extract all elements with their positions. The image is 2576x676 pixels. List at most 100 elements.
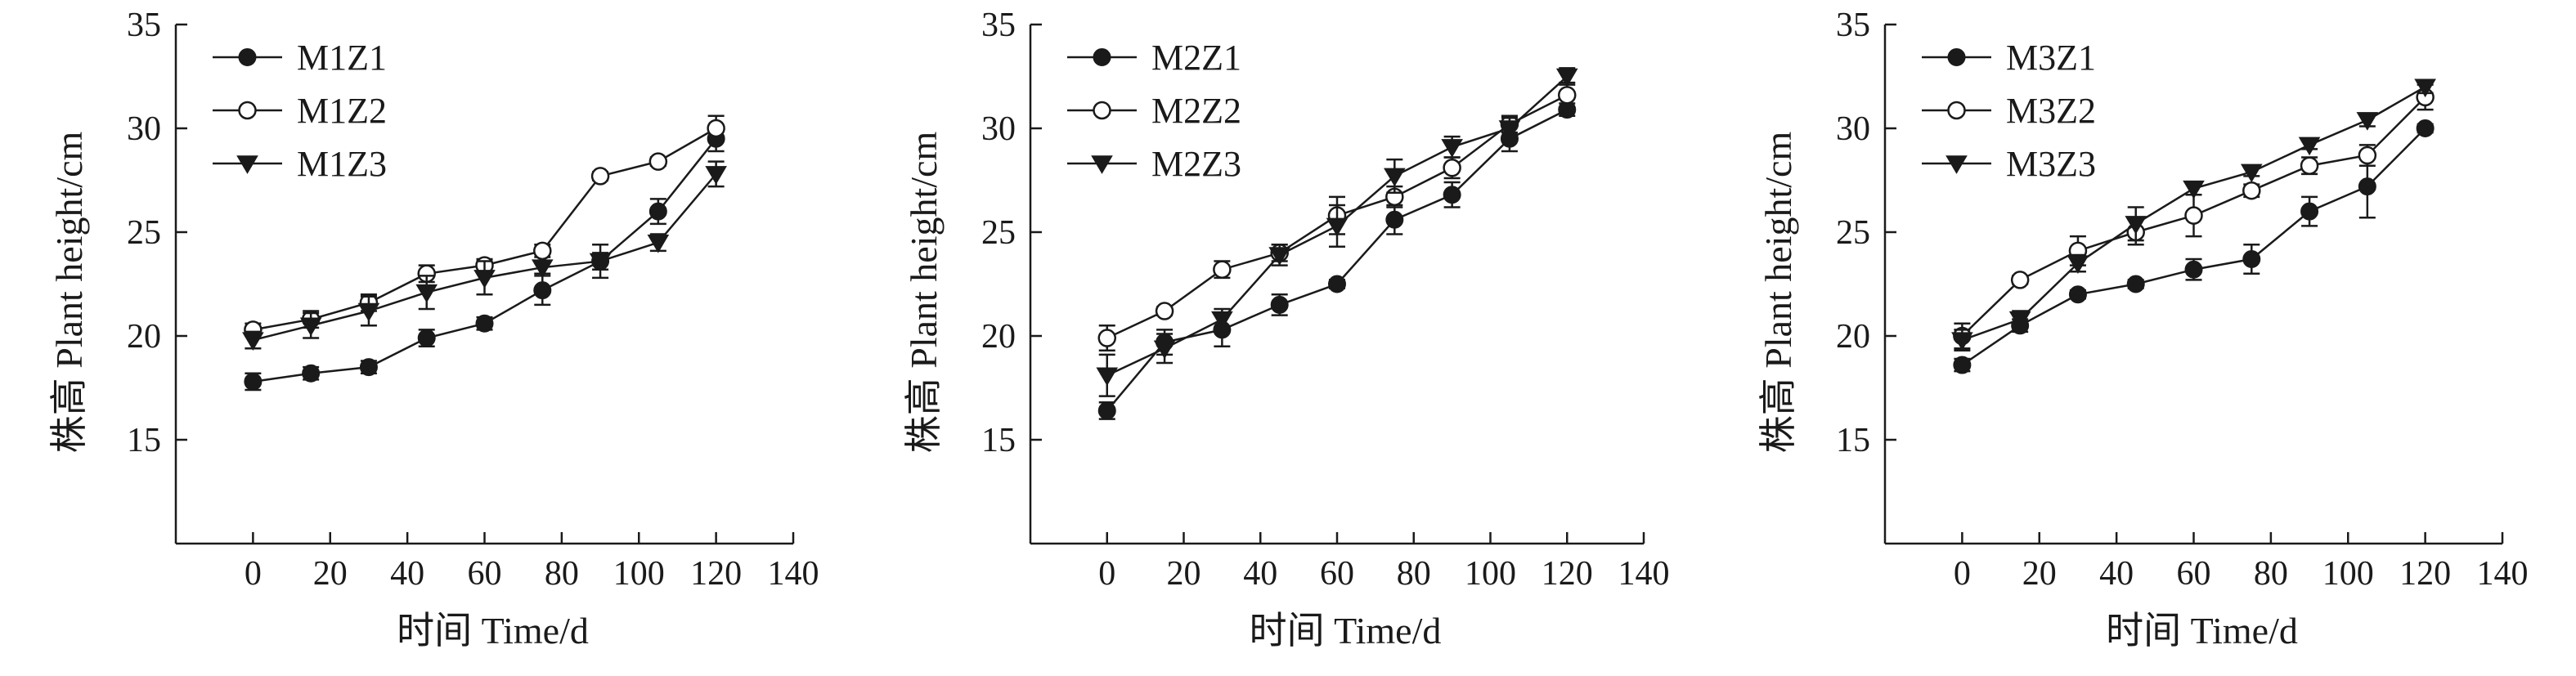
x-tick-label: 20 — [1167, 555, 1201, 593]
y-tick-label: 20 — [981, 318, 1016, 356]
data-point — [2184, 260, 2203, 279]
legend-label: M2Z1 — [1151, 38, 1241, 78]
y-axis-label: 株高 Plant height/cm — [903, 132, 945, 454]
data-point — [533, 241, 552, 261]
y-tick-label: 30 — [127, 110, 161, 148]
legend-marker — [238, 101, 257, 120]
data-point — [1268, 247, 1290, 266]
legend-label: M2Z3 — [1151, 144, 1241, 184]
data-point — [1328, 275, 1346, 293]
x-axis-label: 时间 Time/d — [1250, 610, 1442, 651]
legend-marker — [1093, 48, 1111, 66]
legend-marker — [1947, 101, 1966, 120]
legend: M3Z1 M3Z2 M3Z3 — [1922, 38, 2096, 184]
data-point — [705, 166, 727, 185]
legend-marker — [236, 155, 258, 174]
data-point — [1443, 186, 1461, 204]
data-point — [2067, 255, 2089, 274]
legend-marker — [1091, 155, 1113, 174]
series-M1Z3 — [242, 160, 727, 351]
data-point — [589, 253, 612, 272]
data-point — [475, 314, 494, 333]
x-tick-label: 40 — [1243, 555, 1277, 593]
data-point — [1097, 329, 1116, 347]
data-point — [1951, 332, 1973, 351]
data-point — [648, 202, 667, 221]
legend-label: M3Z1 — [2006, 38, 2096, 78]
chart-panel-1: 15 20 25 30 35 0 20 40 60 80 100 120 140 时间 Time/d 株高 … — [48, 7, 819, 651]
series-M2Z3 — [1096, 67, 1578, 397]
y-tick-label: 35 — [1836, 7, 1870, 44]
x-tick-label: 140 — [1618, 555, 1670, 593]
data-point — [2068, 285, 2087, 304]
data-point — [415, 284, 438, 303]
data-point — [707, 119, 725, 138]
data-point — [1211, 311, 1233, 330]
x-tick-label: 80 — [545, 555, 579, 593]
data-point — [302, 364, 321, 383]
x-tick-label: 120 — [1542, 555, 1593, 593]
x-axis-label: 时间 Time/d — [397, 610, 589, 651]
y-tick-label: 20 — [1836, 318, 1870, 356]
data-point — [359, 358, 378, 377]
data-point — [2298, 137, 2321, 156]
x-tick-label: 20 — [313, 555, 348, 593]
legend-label: M3Z2 — [2006, 91, 2096, 131]
x-tick-label: 120 — [2399, 555, 2451, 593]
x-tick-label: 80 — [1397, 555, 1431, 593]
x-tick-label: 100 — [613, 555, 665, 593]
chart-panel-3: 15 20 25 30 35 0 20 40 60 80 100 120 140 时间 Time/d 株高 … — [1757, 7, 2529, 651]
y-tick-label: 15 — [1836, 422, 1870, 459]
y-tick-label: 35 — [981, 7, 1016, 44]
data-point — [1155, 302, 1174, 320]
data-point — [2008, 311, 2031, 330]
x-tick-label: 60 — [468, 555, 502, 593]
x-axis-label: 时间 Time/d — [2106, 610, 2298, 651]
x-tick-label: 100 — [1465, 555, 1516, 593]
data-point — [1385, 210, 1404, 229]
y-axis-label: 株高 Plant height/cm — [1757, 132, 1799, 454]
data-point — [590, 167, 610, 186]
data-point — [648, 152, 668, 171]
x-tick-label: 0 — [1098, 555, 1115, 593]
data-point — [473, 270, 496, 289]
y-tick-label: 35 — [127, 7, 161, 44]
data-point — [2126, 275, 2145, 293]
y-tick-label: 25 — [1836, 214, 1870, 252]
data-point — [1097, 401, 1116, 420]
data-point — [2125, 216, 2147, 235]
legend-marker — [1093, 101, 1111, 120]
data-point — [1384, 168, 1406, 187]
x-tick-label: 100 — [2322, 555, 2374, 593]
data-point — [2300, 156, 2319, 175]
x-tick-label: 140 — [768, 555, 819, 593]
data-point — [2010, 271, 2030, 289]
legend-label: M1Z1 — [297, 38, 387, 78]
data-point — [1555, 68, 1578, 87]
y-tick-label: 20 — [127, 318, 161, 356]
y-tick-label: 15 — [127, 422, 161, 459]
y-tick-label: 25 — [981, 214, 1016, 252]
legend-marker — [1945, 155, 1968, 174]
y-axis-label: 株高 Plant height/cm — [48, 132, 90, 454]
data-point — [2358, 145, 2377, 165]
legend: M2Z1 M2Z2 M2Z3 — [1067, 38, 1241, 184]
series-M3Z3 — [1951, 78, 2436, 352]
data-point — [1443, 159, 1461, 177]
data-point — [2240, 163, 2263, 183]
data-point — [2358, 177, 2376, 196]
data-point — [2242, 250, 2261, 269]
data-point — [1213, 260, 1232, 279]
x-tick-label: 120 — [690, 555, 742, 593]
data-point — [1096, 367, 1119, 387]
x-tick-label: 20 — [2022, 555, 2057, 593]
data-point — [1441, 139, 1463, 158]
data-point — [299, 317, 322, 337]
data-point — [357, 302, 380, 322]
data-point — [2356, 112, 2379, 131]
data-point — [1153, 340, 1176, 360]
legend-label: M3Z3 — [2006, 144, 2096, 184]
data-point — [1326, 217, 1349, 237]
data-point — [2184, 206, 2203, 225]
